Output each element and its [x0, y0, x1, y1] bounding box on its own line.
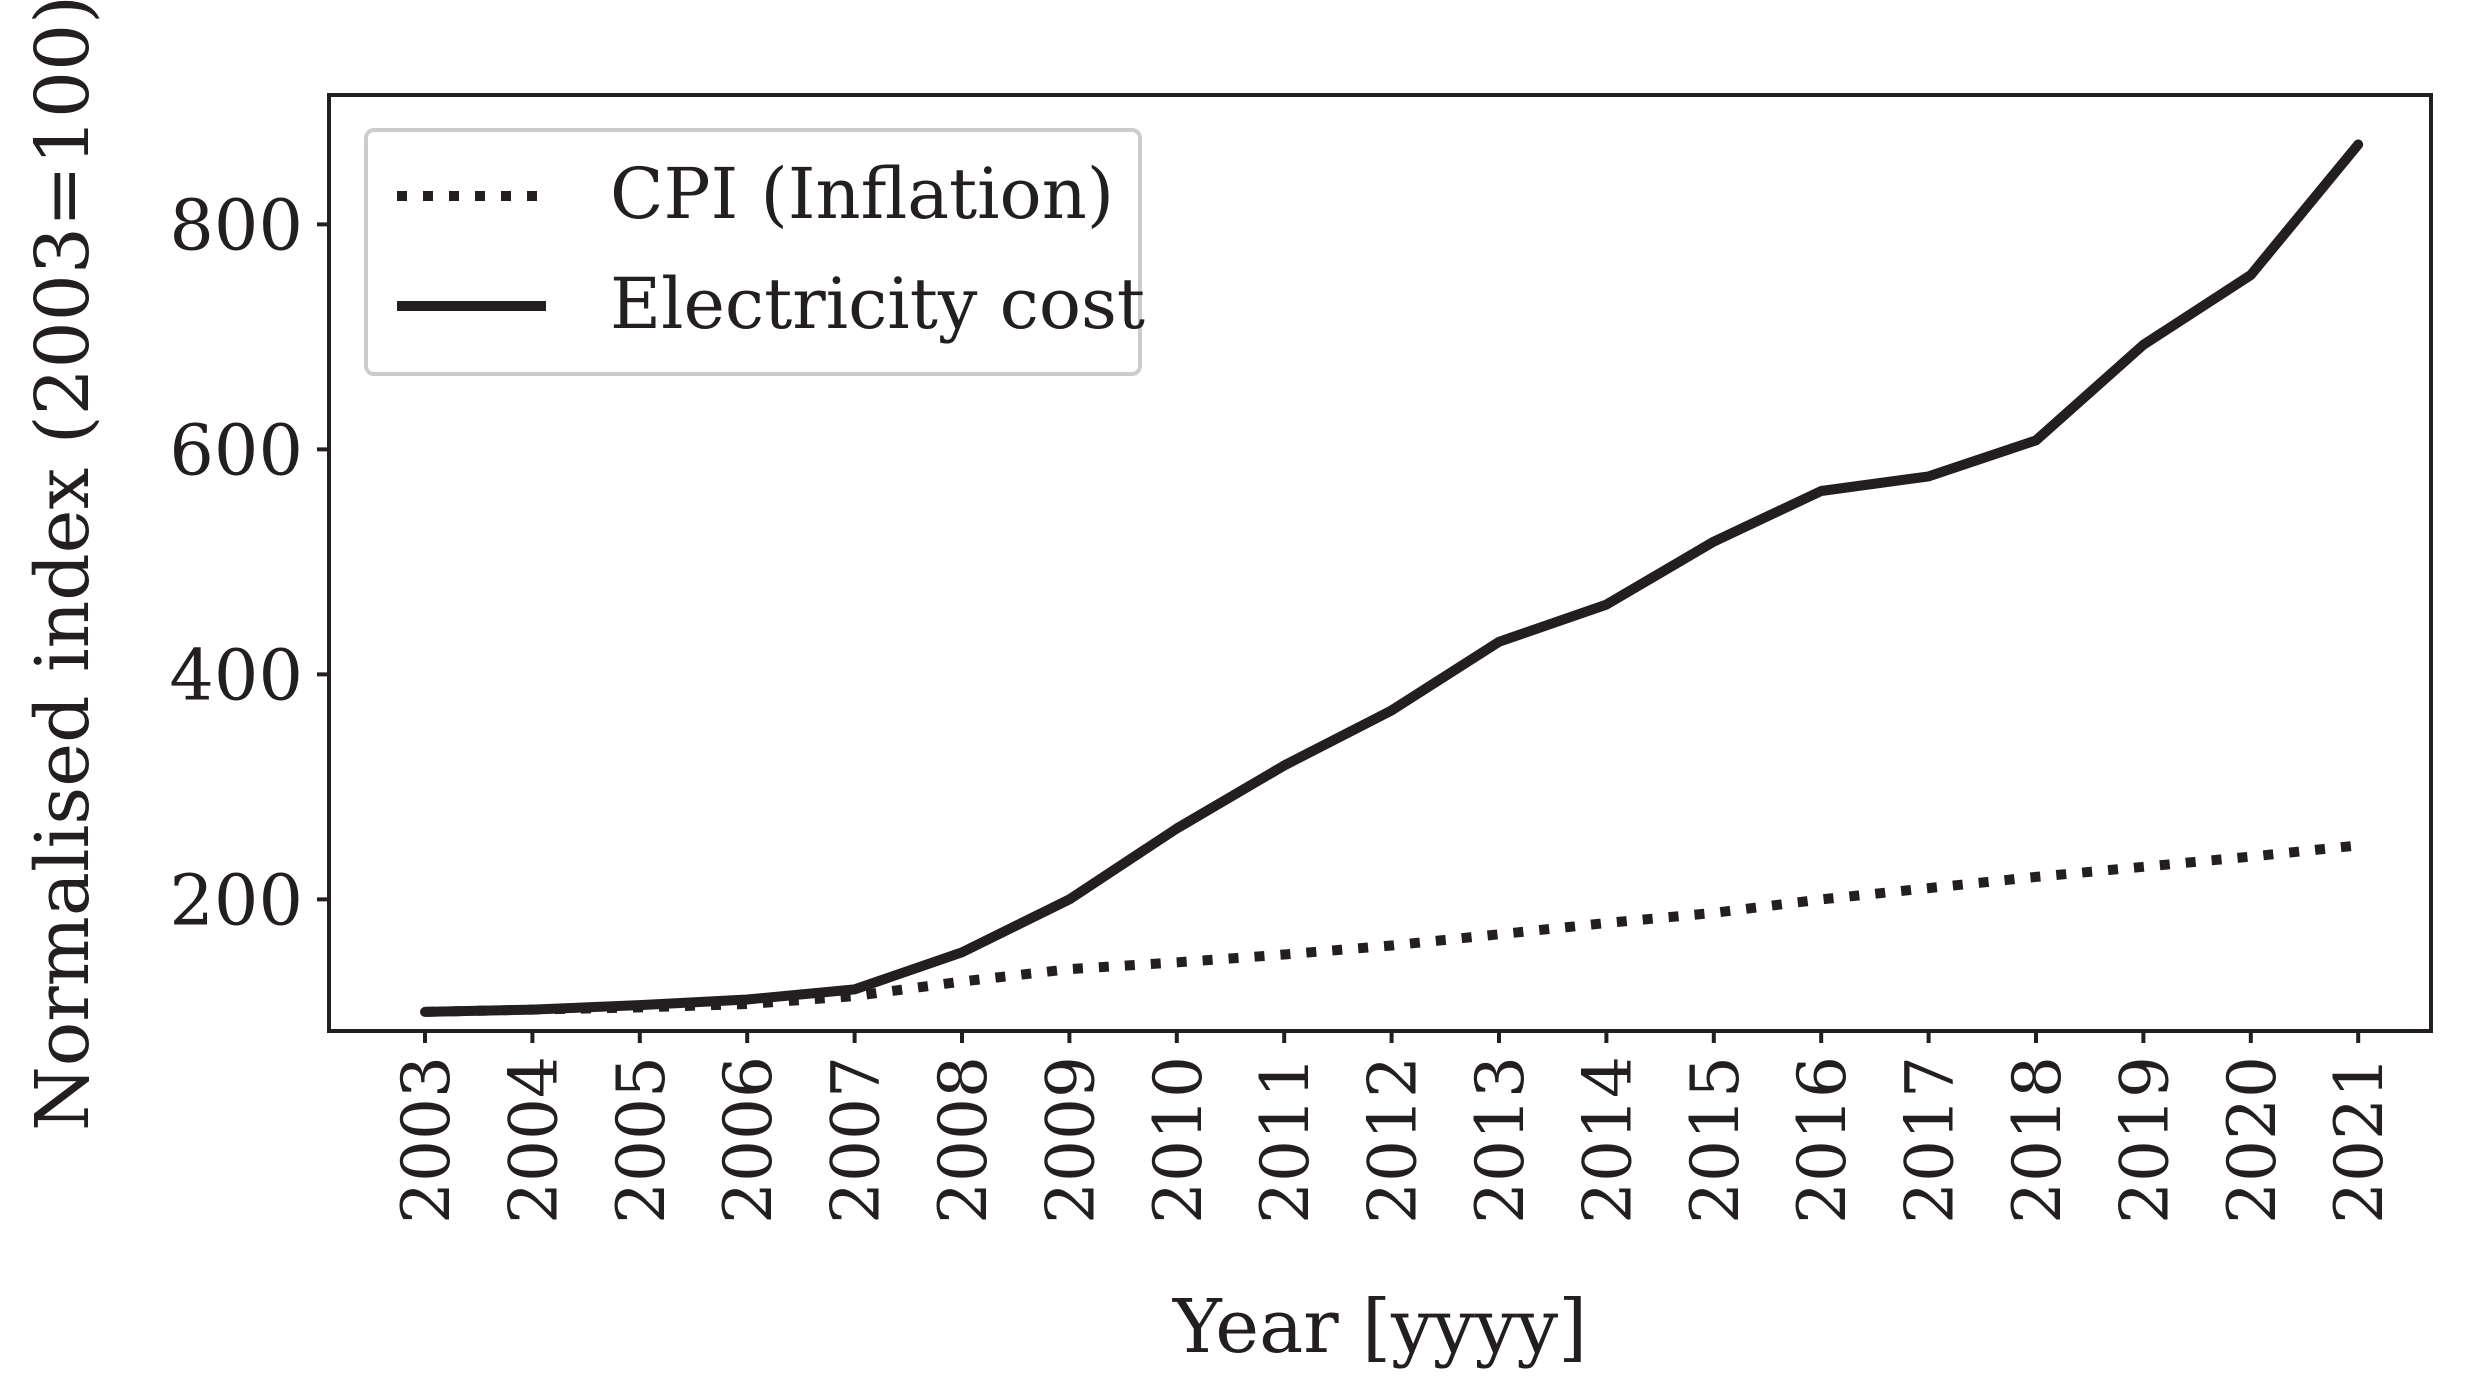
y-tick-label-400: 400 [169, 634, 303, 716]
x-tick-label-2013: 2013 [1462, 1056, 1539, 1224]
x-tick-label-2020: 2020 [2214, 1056, 2291, 1224]
x-tick-label-2009: 2009 [1032, 1056, 1109, 1224]
x-axis: 2003 2004 2005 2006 2007 2008 2009 2010 2011 2012… [388, 1031, 2398, 1224]
y-axis-label: Normalised index (2003=100) [20, 0, 106, 1131]
x-tick-label-2021: 2021 [2321, 1056, 2398, 1224]
series-line-cpi-inflation [424, 840, 2359, 1017]
y-axis: 200 400 600 800 [169, 184, 329, 941]
x-tick-label-2014: 2014 [1569, 1056, 1646, 1224]
legend-label-electricity: Electricity cost [610, 263, 1145, 345]
x-tick-label-2003: 2003 [388, 1056, 465, 1224]
x-tick-label-2006: 2006 [710, 1056, 787, 1224]
x-tick-label-2007: 2007 [818, 1056, 895, 1224]
x-tick-label-2004: 2004 [495, 1056, 572, 1224]
x-tick-label-2019: 2019 [2106, 1056, 2183, 1224]
x-tick-label-2005: 2005 [603, 1056, 680, 1224]
y-tick-label-600: 600 [169, 409, 303, 491]
x-tick-label-2011: 2011 [1247, 1056, 1324, 1224]
x-tick-label-2018: 2018 [1999, 1056, 2076, 1224]
series-line-electricity-cost [420, 139, 2364, 1017]
legend-box [364, 128, 1142, 376]
plot-frame [327, 93, 2433, 1033]
x-tick-label-2012: 2012 [1355, 1056, 1432, 1224]
y-tick-label-800: 800 [169, 184, 303, 266]
x-axis-label: Year [yyyy] [1172, 1284, 1587, 1370]
x-tick-label-2015: 2015 [1677, 1056, 1754, 1224]
plot-lines [420, 139, 2364, 1017]
x-tick-label-2008: 2008 [925, 1056, 1002, 1224]
x-tick-label-2010: 2010 [1140, 1056, 1217, 1224]
legend: CPI (Inflation) Electricity cost [364, 128, 1145, 376]
x-tick-label-2017: 2017 [1892, 1056, 1969, 1224]
legend-label-cpi: CPI (Inflation) [610, 153, 1114, 235]
y-tick-label-200: 200 [169, 859, 303, 941]
x-tick-label-2016: 2016 [1784, 1056, 1861, 1224]
